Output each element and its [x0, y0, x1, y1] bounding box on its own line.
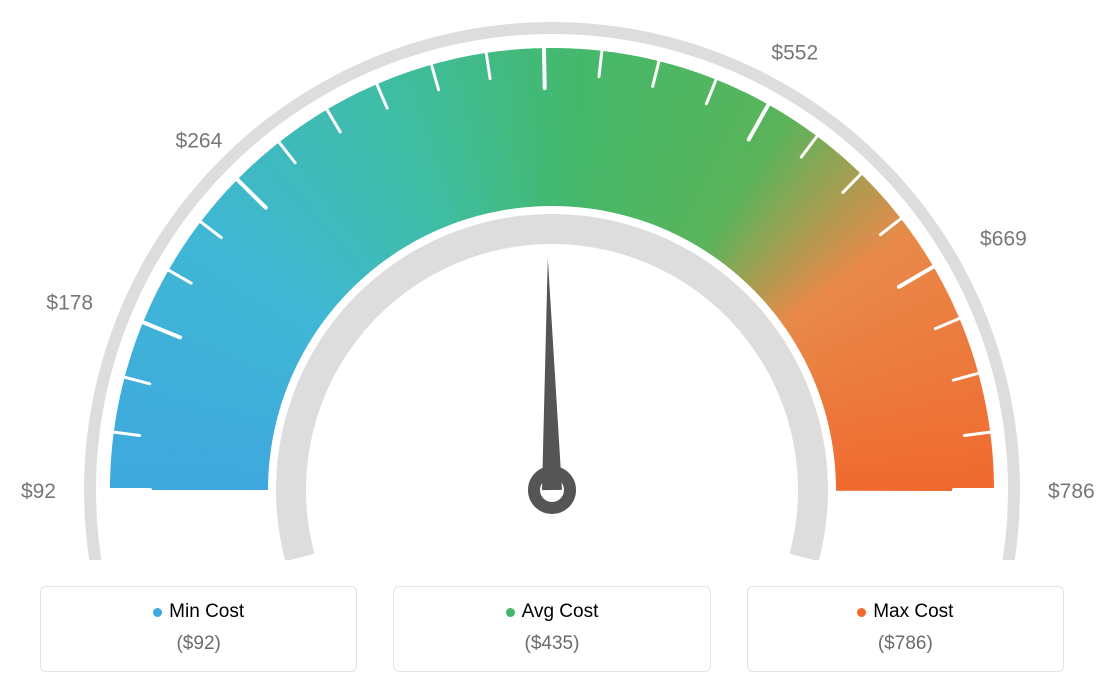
legend-label-min: Min Cost [169, 601, 244, 623]
legend-value-min: ($92) [51, 633, 346, 655]
legend-card-avg: Avg Cost ($435) [393, 586, 710, 672]
tick-label: $92 [21, 480, 56, 503]
dot-icon [506, 608, 515, 617]
legend-title-max: Max Cost [857, 601, 953, 623]
legend-value-max: ($786) [758, 633, 1053, 655]
dot-icon [857, 608, 866, 617]
gauge-area: $92 $178 $264 $435 $552 $669 $786 [0, 0, 1104, 560]
legend-label-avg: Avg Cost [522, 601, 599, 623]
legend-card-max: Max Cost ($786) [747, 586, 1064, 672]
needle [542, 258, 562, 490]
legend-value-avg: ($435) [404, 633, 699, 655]
legend-card-min: Min Cost ($92) [40, 586, 357, 672]
legend-row: Min Cost ($92) Avg Cost ($435) Max Cost … [0, 586, 1104, 672]
tick-label: $669 [980, 227, 1027, 250]
legend-title-avg: Avg Cost [506, 601, 599, 623]
tick-label: $178 [46, 292, 93, 315]
legend-label-max: Max Cost [873, 601, 953, 623]
tick-label: $786 [1048, 480, 1095, 503]
tick-label: $435 [520, 0, 567, 1]
tick-label: $552 [771, 41, 818, 64]
gauge-cost-chart: { "gauge": { "type": "gauge", "min_value… [0, 0, 1104, 690]
tick-label: $264 [176, 130, 223, 153]
legend-title-min: Min Cost [153, 601, 244, 623]
dot-icon [153, 608, 162, 617]
gauge-svg: $92 $178 $264 $435 $552 $669 $786 [0, 0, 1104, 560]
